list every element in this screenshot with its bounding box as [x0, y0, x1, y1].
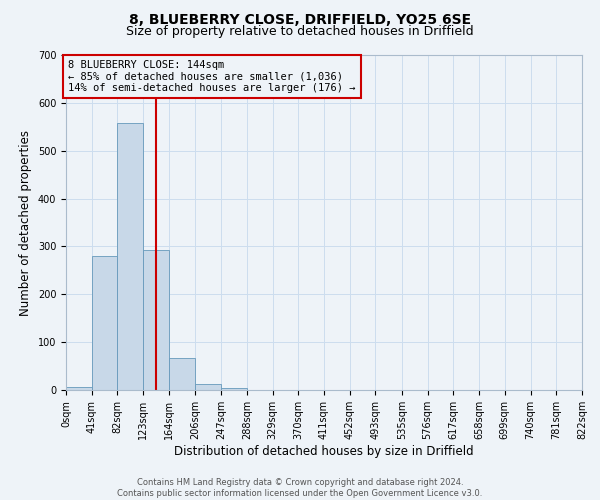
Bar [66, 386, 92, 390]
Text: 8, BLUEBERRY CLOSE, DRIFFIELD, YO25 6SE: 8, BLUEBERRY CLOSE, DRIFFIELD, YO25 6SE [129, 12, 471, 26]
Y-axis label: Number of detached properties: Number of detached properties [19, 130, 32, 316]
Bar [169, 358, 196, 390]
Bar [118, 124, 143, 390]
Text: 8 BLUEBERRY CLOSE: 144sqm
← 85% of detached houses are smaller (1,036)
14% of se: 8 BLUEBERRY CLOSE: 144sqm ← 85% of detac… [68, 60, 355, 93]
X-axis label: Distribution of detached houses by size in Driffield: Distribution of detached houses by size … [174, 444, 474, 458]
Text: Contains HM Land Registry data © Crown copyright and database right 2024.
Contai: Contains HM Land Registry data © Crown c… [118, 478, 482, 498]
Bar [92, 256, 118, 390]
Bar [143, 250, 169, 390]
Bar [221, 388, 247, 390]
Text: Size of property relative to detached houses in Driffield: Size of property relative to detached ho… [126, 25, 474, 38]
Bar [196, 384, 221, 390]
